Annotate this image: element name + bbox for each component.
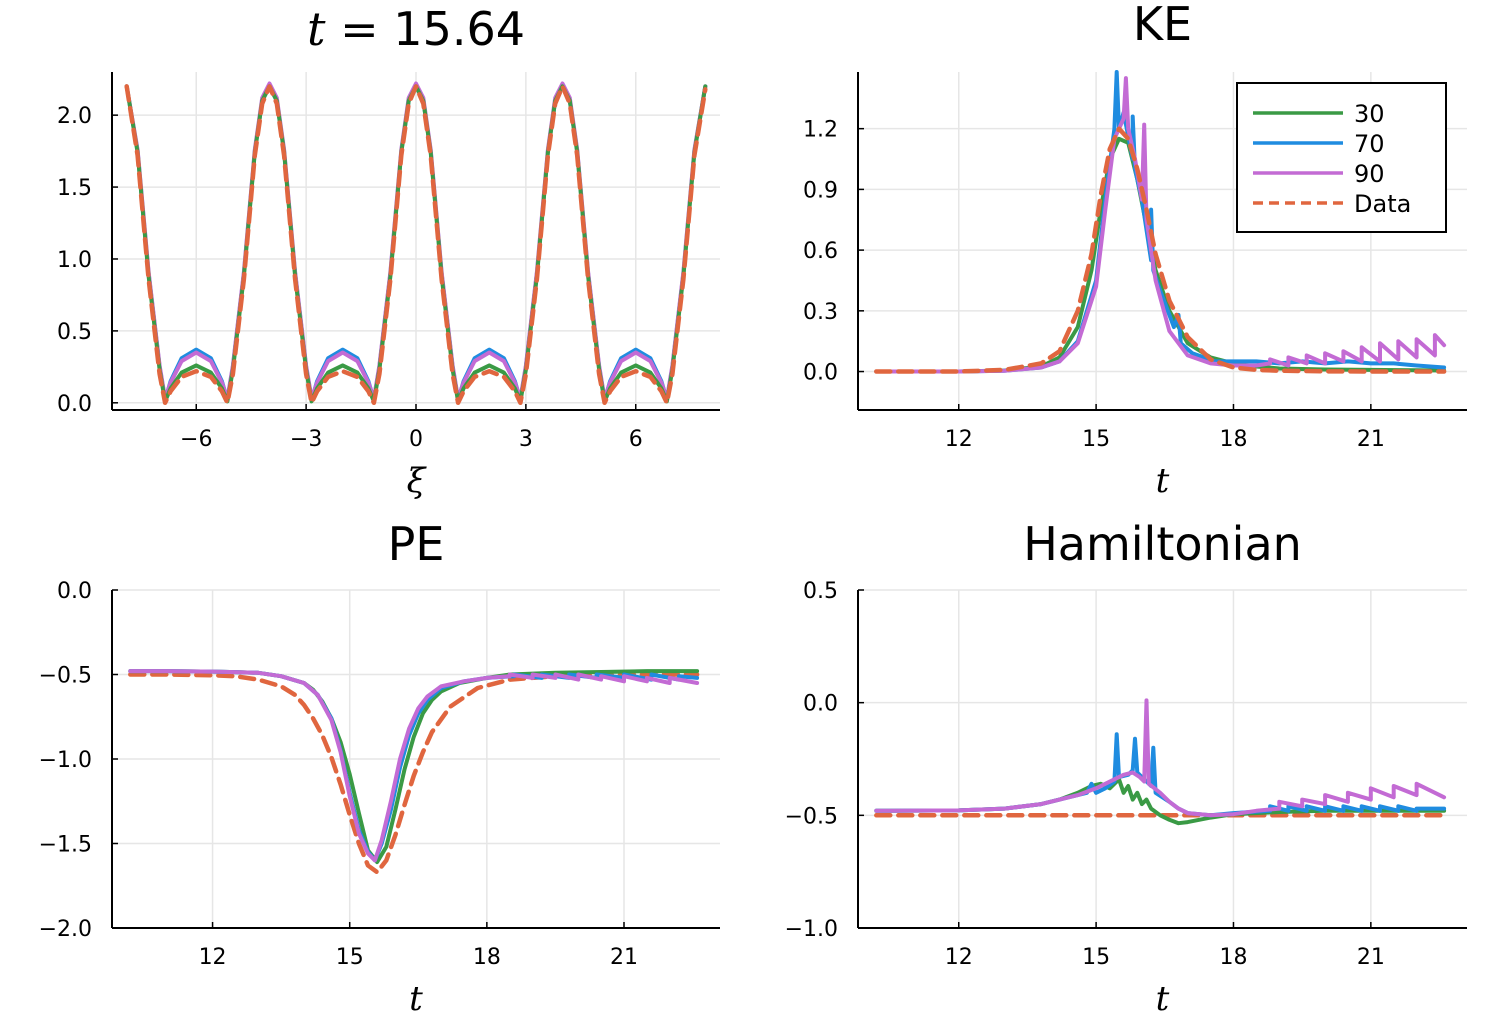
plot-area bbox=[874, 698, 1447, 826]
chart-title: t = 15.64 bbox=[307, 2, 525, 56]
y-tick-label: 2.0 bbox=[57, 104, 92, 129]
x-tick-label: 3 bbox=[519, 427, 533, 452]
chart-title: Hamiltonian bbox=[1023, 517, 1302, 571]
y-tick-label: −0.5 bbox=[39, 664, 92, 689]
y-tick-label: 1.2 bbox=[803, 118, 838, 143]
legend-box bbox=[1236, 82, 1447, 233]
y-tick-label: 0.3 bbox=[803, 300, 838, 325]
x-tick-label: −3 bbox=[290, 427, 322, 452]
title-variable: t bbox=[307, 2, 326, 56]
y-tick-label: 0.0 bbox=[57, 579, 92, 604]
x-tick-label: 0 bbox=[409, 427, 423, 452]
chart-title: KE bbox=[1133, 0, 1192, 51]
y-tick-label: −0.5 bbox=[785, 804, 838, 829]
x-tick-label: 6 bbox=[629, 427, 643, 452]
x-tick-label: 12 bbox=[945, 427, 973, 452]
series-30-line bbox=[128, 669, 700, 865]
x-tick-label: −6 bbox=[180, 427, 212, 452]
x-tick-label: 12 bbox=[199, 945, 227, 970]
y-tick-label: 0.5 bbox=[57, 320, 92, 345]
y-tick-label: 0.0 bbox=[803, 692, 838, 717]
x-tick-label: 21 bbox=[610, 945, 638, 970]
y-tick-label: 0.6 bbox=[803, 239, 838, 264]
y-tick-label: −2.0 bbox=[39, 917, 92, 942]
x-tick-label: 15 bbox=[1082, 945, 1110, 970]
hamiltonian-panel: 12 15 18 21 0.5 0.0 −0.5 −1.0 Hamiltonian t bbox=[785, 517, 1467, 1019]
x-axis-label: t bbox=[1156, 979, 1170, 1019]
x-tick-label: 18 bbox=[1219, 427, 1247, 452]
legend-label: 70 bbox=[1354, 130, 1385, 158]
plot-area bbox=[124, 81, 708, 406]
x-tick-label: 21 bbox=[1357, 427, 1385, 452]
x-tick-label: 21 bbox=[1357, 945, 1385, 970]
x-axis-label: t bbox=[1156, 461, 1170, 501]
x-tick-label: 18 bbox=[1219, 945, 1247, 970]
y-tick-label: 0.9 bbox=[803, 178, 838, 203]
y-tick-label: −1.5 bbox=[39, 833, 92, 858]
series-90-line bbox=[128, 669, 700, 863]
x-tick-label: 15 bbox=[336, 945, 364, 970]
legend-label: 90 bbox=[1354, 160, 1385, 188]
x-tick-label: 18 bbox=[473, 945, 501, 970]
y-tick-label: 0.0 bbox=[57, 392, 92, 417]
title-equals: = bbox=[326, 2, 394, 56]
series-70-line bbox=[874, 732, 1447, 818]
series-data-line bbox=[874, 126, 1447, 374]
pe-panel: 12 15 18 21 0.0 −0.5 −1.0 −1.5 −2.0 PE t bbox=[39, 517, 720, 1019]
series-90-line bbox=[874, 698, 1447, 818]
y-tick-label: 0.5 bbox=[803, 579, 838, 604]
series-data-line bbox=[128, 672, 700, 875]
series-90-line bbox=[874, 76, 1447, 374]
series-70-line bbox=[128, 669, 700, 863]
x-tick-label: 15 bbox=[1082, 427, 1110, 452]
chart-title: PE bbox=[388, 517, 445, 571]
plot-area bbox=[128, 669, 700, 875]
x-axis-label: t bbox=[409, 979, 423, 1019]
y-tick-label: 0.0 bbox=[803, 361, 838, 386]
plot-area bbox=[874, 70, 1447, 374]
title-value: 15.64 bbox=[393, 2, 525, 56]
y-tick-label: −1.0 bbox=[785, 917, 838, 942]
y-tick-label: 1.5 bbox=[57, 176, 92, 201]
legend-label: 30 bbox=[1354, 100, 1385, 128]
x-axis-label: ξ bbox=[407, 461, 428, 501]
series-data-line bbox=[124, 84, 708, 406]
legend-label: Data bbox=[1354, 190, 1411, 218]
profile-panel: −6 −3 0 3 6 0.0 0.5 1.0 1.5 2.0 t = 15.64 ξ bbox=[57, 2, 720, 501]
x-tick-label: 12 bbox=[945, 945, 973, 970]
y-tick-label: 1.0 bbox=[57, 248, 92, 273]
y-tick-label: −1.0 bbox=[39, 748, 92, 773]
